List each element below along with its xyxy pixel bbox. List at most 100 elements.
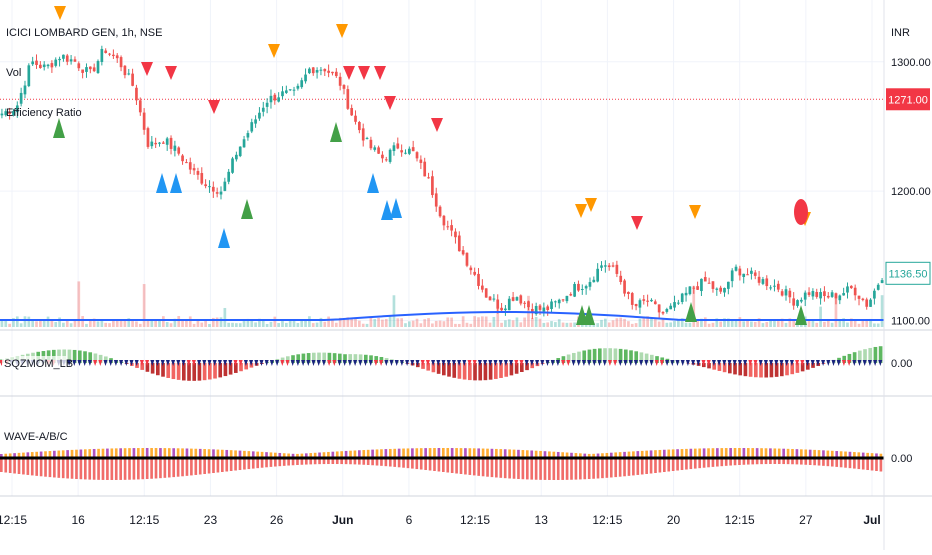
squeeze-dot — [493, 360, 498, 366]
squeeze-dot — [774, 360, 779, 366]
volume-bar — [650, 318, 653, 327]
squeeze-dot — [680, 360, 685, 366]
candle-body — [734, 266, 738, 271]
momentum-bar — [738, 363, 743, 376]
sell-signal-marker — [631, 216, 643, 230]
wave-c-bar — [521, 458, 525, 480]
momentum-bar — [67, 349, 72, 363]
wave-a-bar — [419, 448, 423, 458]
wave-a-bar — [561, 452, 564, 458]
volume-bar — [465, 322, 469, 327]
wave-a-bar — [114, 448, 118, 458]
squeeze-dot — [113, 360, 118, 366]
wave-a-bar — [481, 448, 485, 458]
candle-body — [776, 283, 780, 290]
squeeze-dot — [124, 360, 129, 366]
candle-body — [150, 141, 154, 147]
momentum-bar — [301, 353, 306, 363]
volume-bar — [700, 318, 703, 327]
candle-body — [381, 154, 384, 159]
x-tick-label: 12:15 — [0, 513, 27, 527]
wave-c-bar — [455, 458, 458, 474]
wave-c-bar — [145, 458, 149, 480]
candle-body — [511, 297, 515, 301]
volume-bar — [511, 320, 515, 327]
wave-a-bar — [362, 450, 366, 458]
squeeze-dot — [108, 360, 113, 366]
squeeze-dot — [800, 360, 805, 366]
wave-a-bar — [751, 448, 755, 458]
volume-bar — [165, 322, 169, 327]
volume-bar — [769, 320, 772, 327]
wave-a-bar — [397, 448, 401, 458]
squeeze-dot — [691, 360, 696, 366]
momentum-bar — [327, 352, 332, 363]
candle-body — [58, 58, 61, 61]
wave-c-bar — [875, 458, 878, 471]
candle-body — [281, 91, 284, 97]
candle-body — [592, 279, 596, 283]
candle-body — [250, 122, 254, 132]
candle-body — [162, 142, 165, 144]
momentum-bar — [639, 352, 644, 363]
candle-body — [800, 299, 803, 302]
wave-a-bar — [207, 449, 211, 458]
squeeze-dot — [561, 360, 566, 366]
wave-c-bar — [738, 458, 741, 465]
wave-a-bar — [327, 451, 330, 458]
wave-c-bar — [716, 458, 719, 467]
signal-markers — [53, 6, 811, 325]
squeeze-dot — [841, 360, 846, 366]
wave-a-bar — [583, 453, 587, 458]
wave-c-bar — [777, 458, 781, 465]
wave-c-bar — [579, 458, 582, 480]
momentum-bar — [780, 363, 784, 377]
x-tick-label: Jul — [863, 513, 880, 527]
volume-bar — [669, 322, 673, 327]
wave-c-bar — [340, 458, 343, 465]
wave-c-bar — [742, 458, 746, 465]
volume-bar — [384, 319, 388, 327]
wave-a-bar — [172, 448, 176, 458]
candle-body — [296, 85, 300, 89]
volume-bar — [373, 319, 377, 327]
volume-bar — [115, 320, 119, 327]
wave-a-bar — [826, 450, 830, 458]
wave-a-bar — [145, 448, 149, 458]
wave-c-bar — [477, 458, 481, 476]
volume-bar — [308, 316, 311, 327]
squeeze-dot — [186, 360, 191, 366]
wave-a-bar — [313, 452, 317, 458]
volume-bar — [135, 321, 138, 327]
candle-body — [765, 278, 769, 287]
volume-bar — [849, 318, 853, 327]
momentum-bar — [317, 352, 321, 363]
wave-a-bar — [495, 448, 498, 458]
squeeze-dot — [826, 360, 831, 366]
momentum-bar — [213, 363, 217, 379]
candle-body — [792, 298, 796, 306]
volume-bar — [415, 318, 419, 327]
volume-bar — [58, 317, 61, 327]
wave-c-bar — [35, 458, 39, 476]
candle-body — [515, 297, 519, 301]
wave-c-bar — [57, 458, 61, 478]
volume-bar — [592, 323, 596, 327]
wave-a-bar — [415, 448, 419, 458]
candle-body — [454, 231, 457, 238]
volume-bar — [73, 319, 77, 327]
candle-body — [815, 291, 819, 297]
momentum-bar — [98, 354, 103, 363]
volume-bar — [792, 320, 796, 327]
wave-a-bar — [366, 449, 370, 458]
volume-bar — [62, 322, 65, 327]
last-price-label: 1136.50 — [889, 268, 928, 280]
momentum-bar — [478, 363, 483, 381]
squeeze-dot — [722, 360, 727, 366]
wave-a-bar — [468, 448, 472, 458]
candle-body — [4, 111, 8, 116]
candle-body — [638, 300, 642, 308]
wave-a-bar — [693, 448, 697, 458]
